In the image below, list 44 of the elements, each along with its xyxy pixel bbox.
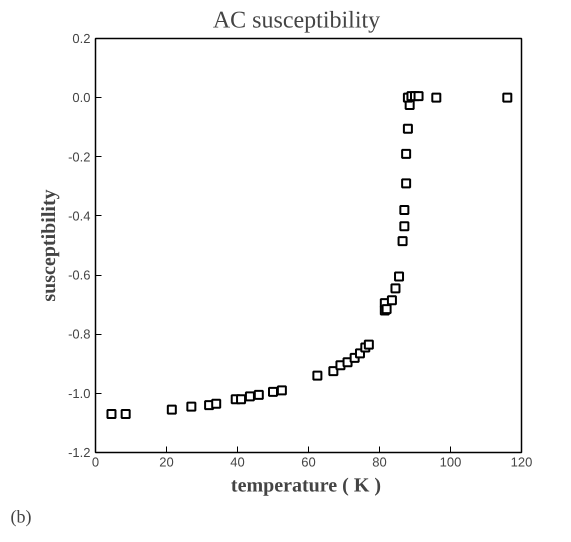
y-tick-label: 0.0 xyxy=(72,90,91,106)
x-tick-label: 80 xyxy=(372,454,387,470)
text: (b) xyxy=(10,506,32,526)
y-tick-label: -1.2 xyxy=(68,445,91,460)
y-tick-label: -1.0 xyxy=(68,386,91,401)
point xyxy=(390,283,400,294)
point xyxy=(431,92,442,103)
point xyxy=(166,404,177,415)
x-axis-title: temperature ( K ) xyxy=(230,474,382,496)
point xyxy=(186,402,196,412)
y-tick-label: -0.8 xyxy=(68,326,91,342)
y-tick-label: -0.2 xyxy=(68,149,91,164)
point xyxy=(120,409,131,420)
point xyxy=(502,92,512,103)
x-tick-label: 40 xyxy=(230,454,245,470)
point xyxy=(328,366,338,376)
point xyxy=(236,394,246,404)
point xyxy=(312,370,322,381)
point xyxy=(364,340,374,350)
point xyxy=(414,91,424,102)
point xyxy=(386,295,397,306)
chart-title: AC susceptibility xyxy=(212,8,380,34)
x-tick-label: 0 xyxy=(92,454,100,470)
x-tick-label: 120 xyxy=(510,454,532,470)
point xyxy=(394,272,404,282)
y-tick-label: -0.6 xyxy=(68,268,91,283)
point xyxy=(401,148,412,159)
y-axis-title: susceptibility xyxy=(38,189,60,302)
point xyxy=(106,409,116,420)
x-tick-label: 100 xyxy=(440,454,462,470)
point xyxy=(276,385,287,396)
point xyxy=(399,221,410,232)
point xyxy=(268,386,278,397)
point xyxy=(211,398,222,409)
point xyxy=(398,236,408,246)
x-tick-label: 60 xyxy=(301,454,316,470)
point xyxy=(244,391,255,402)
point xyxy=(402,124,413,134)
point xyxy=(254,390,264,400)
point xyxy=(401,178,412,188)
y-tick-label: -0.4 xyxy=(68,208,91,224)
y-tick-label: 0.2 xyxy=(72,31,91,46)
point xyxy=(399,205,410,216)
x-tick-label: 20 xyxy=(159,454,174,470)
